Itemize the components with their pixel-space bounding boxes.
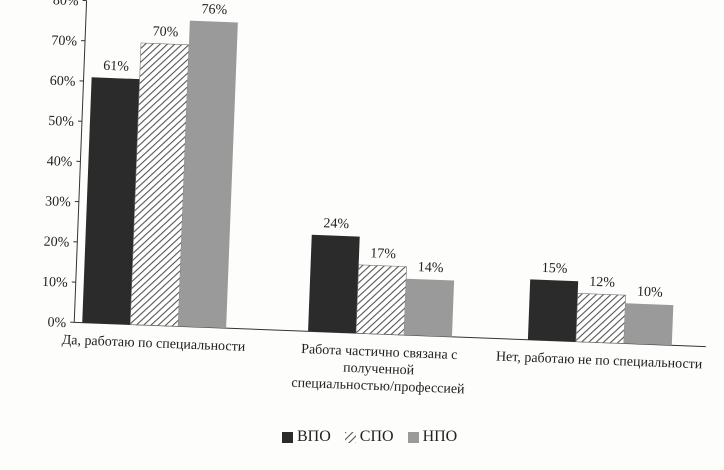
legend-label-vpo: ВПО: [297, 428, 331, 446]
y-tick-label: 60%: [50, 74, 77, 90]
data-label: 10%: [637, 285, 664, 301]
legend-label-npo: НПО: [423, 428, 458, 446]
legend-swatch-spo: [345, 432, 356, 443]
bar: [576, 293, 626, 343]
bar: [82, 77, 139, 324]
bar: [356, 265, 407, 335]
legend-swatch-npo: [408, 432, 419, 443]
y-tick-label: 40%: [46, 154, 73, 170]
data-label: 61%: [103, 59, 130, 75]
data-label: 14%: [417, 260, 444, 276]
y-tick-label: 80%: [53, 0, 80, 9]
data-label: 70%: [152, 24, 179, 40]
category-label: Работа частично связана с: [301, 342, 458, 363]
category-label: специальностью/профессией: [291, 376, 465, 398]
bar: [404, 279, 454, 337]
category-label: полученной: [343, 361, 415, 379]
legend-item-spo: СПО: [345, 428, 394, 446]
data-label: 76%: [201, 2, 228, 18]
data-label: 17%: [370, 246, 397, 262]
legend-item-vpo: ВПО: [282, 428, 331, 446]
y-tick-label: 50%: [48, 114, 75, 130]
data-label: 15%: [542, 261, 569, 277]
bar: [528, 279, 578, 341]
y-tick-label: 70%: [51, 33, 78, 49]
legend-item-npo: НПО: [408, 428, 458, 446]
category-label: Да, работаю по специальности: [61, 333, 246, 355]
legend: ВПО СПО НПО: [282, 428, 457, 446]
legend-label-spo: СПО: [360, 428, 394, 446]
data-label: 12%: [589, 275, 616, 291]
legend-swatch-vpo: [282, 432, 293, 443]
y-tick-label: 20%: [43, 235, 70, 251]
bar: [624, 303, 674, 345]
y-tick-label: 0%: [47, 315, 67, 331]
data-label: 24%: [323, 216, 350, 232]
y-tick-label: 10%: [42, 275, 69, 291]
category-label: Нет, работаю не по специальности: [496, 350, 703, 373]
y-tick-label: 30%: [45, 194, 72, 210]
bar: [308, 235, 360, 333]
